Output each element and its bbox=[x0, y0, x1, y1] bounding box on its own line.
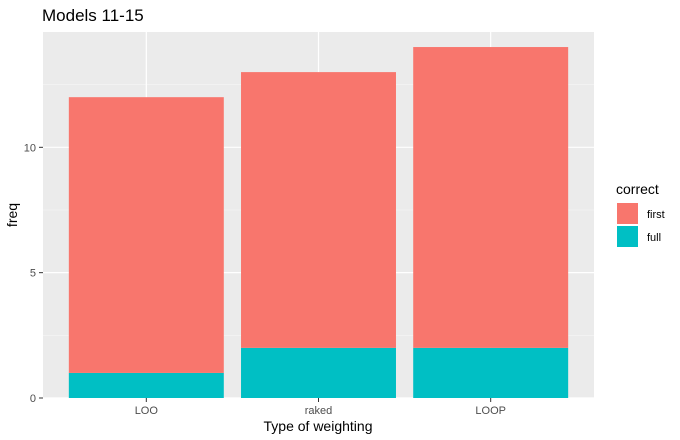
bar-full-LOOP bbox=[413, 347, 569, 398]
legend-key-full bbox=[617, 226, 638, 247]
bar-first-LOO bbox=[68, 97, 224, 373]
y-tick-label: 5 bbox=[30, 268, 36, 280]
legend: correct first full bbox=[616, 181, 665, 247]
legend-key-first bbox=[617, 203, 638, 224]
chart-title: Models 11-15 bbox=[42, 6, 144, 25]
x-tick-label: LOO bbox=[135, 405, 159, 417]
legend-title: correct bbox=[616, 181, 659, 197]
legend-label-full: full bbox=[647, 232, 661, 244]
bar-first-LOOP bbox=[413, 47, 569, 348]
bar-full-LOO bbox=[68, 372, 224, 398]
y-axis-title: freq bbox=[4, 203, 20, 227]
plot-panel bbox=[43, 32, 594, 399]
x-tick-label: LOOP bbox=[475, 405, 506, 417]
bars bbox=[68, 47, 569, 398]
y-axis: 0 5 10 bbox=[24, 142, 43, 405]
legend-items: first full bbox=[617, 203, 665, 247]
y-tick-label: 10 bbox=[24, 142, 36, 154]
x-axis: LOO raked LOOP bbox=[135, 398, 506, 417]
legend-label-first: first bbox=[647, 209, 665, 221]
x-tick-label: raked bbox=[305, 405, 333, 417]
bar-first-raked bbox=[241, 72, 396, 348]
bar-full-raked bbox=[241, 347, 396, 398]
x-axis-title: Type of weighting bbox=[264, 418, 373, 434]
y-tick-label: 0 bbox=[30, 393, 36, 405]
